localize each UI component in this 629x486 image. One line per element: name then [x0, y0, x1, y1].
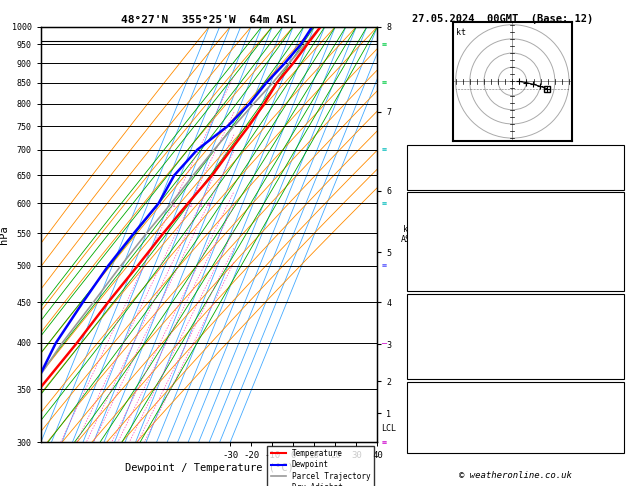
- Text: 1.19: 1.19: [598, 175, 621, 185]
- Text: ─: ─: [381, 338, 386, 347]
- Text: 3: 3: [199, 203, 203, 208]
- Text: θᵉ(K): θᵉ(K): [410, 236, 440, 246]
- Text: Lifted Index: Lifted Index: [410, 337, 481, 347]
- Text: 6: 6: [615, 249, 621, 260]
- Text: 24: 24: [609, 412, 621, 422]
- Text: CAPE (J): CAPE (J): [410, 263, 457, 273]
- Text: StmDir: StmDir: [410, 425, 445, 435]
- Text: 0: 0: [615, 277, 621, 287]
- Text: 2: 2: [189, 203, 192, 208]
- Text: Totals Totals: Totals Totals: [410, 161, 486, 172]
- Text: Temp (°C): Temp (°C): [410, 208, 463, 219]
- Text: StmSpd (kt): StmSpd (kt): [410, 439, 475, 449]
- Legend: Temperature, Dewpoint, Parcel Trajectory, Dry Adiabat, Wet Adiabat, Isotherm, Mi: Temperature, Dewpoint, Parcel Trajectory…: [267, 446, 374, 486]
- Text: ≡: ≡: [381, 78, 386, 87]
- Text: 13: 13: [609, 208, 621, 219]
- Text: Lifted Index: Lifted Index: [410, 249, 481, 260]
- Text: Surface: Surface: [495, 195, 536, 205]
- Text: 1010: 1010: [598, 310, 621, 320]
- Text: 4: 4: [207, 203, 211, 208]
- Text: 1: 1: [172, 203, 175, 208]
- X-axis label: Dewpoint / Temperature (°C): Dewpoint / Temperature (°C): [125, 463, 294, 473]
- Text: 69: 69: [609, 351, 621, 361]
- Text: CIN (J): CIN (J): [410, 364, 451, 375]
- Text: ≡: ≡: [381, 261, 386, 270]
- Text: EH: EH: [410, 398, 422, 408]
- Text: © weatheronline.co.uk: © weatheronline.co.uk: [459, 471, 572, 480]
- Text: kt: kt: [455, 28, 465, 36]
- Text: -18: -18: [603, 398, 621, 408]
- Text: ≡: ≡: [381, 438, 386, 447]
- Text: 305: 305: [603, 324, 621, 334]
- Text: Most Unstable: Most Unstable: [477, 296, 554, 307]
- Text: CIN (J): CIN (J): [410, 277, 451, 287]
- Text: 9: 9: [615, 222, 621, 232]
- Text: ≡: ≡: [381, 40, 386, 49]
- Text: 27.05.2024  00GMT  (Base: 12): 27.05.2024 00GMT (Base: 12): [412, 14, 593, 24]
- Text: K: K: [410, 148, 416, 158]
- Text: ≡: ≡: [381, 199, 386, 208]
- Text: ≡: ≡: [381, 145, 386, 155]
- Text: θᵉ (K): θᵉ (K): [410, 324, 445, 334]
- Title: 48°27'N  355°25'W  64m ASL: 48°27'N 355°25'W 64m ASL: [121, 15, 297, 25]
- Text: Pressure (mb): Pressure (mb): [410, 310, 486, 320]
- Text: Hodograph: Hodograph: [489, 384, 542, 395]
- Text: 6: 6: [615, 337, 621, 347]
- Text: PW (cm): PW (cm): [410, 175, 451, 185]
- Text: 69: 69: [609, 263, 621, 273]
- Text: 0: 0: [615, 364, 621, 375]
- Y-axis label: km
ASL: km ASL: [401, 225, 416, 244]
- Text: 282°: 282°: [598, 425, 621, 435]
- Text: 305: 305: [603, 236, 621, 246]
- Text: CAPE (J): CAPE (J): [410, 351, 457, 361]
- Text: 25: 25: [609, 439, 621, 449]
- Text: SREH: SREH: [410, 412, 433, 422]
- Y-axis label: hPa: hPa: [0, 225, 9, 244]
- Text: -9: -9: [609, 148, 621, 158]
- Text: Dewp (°C): Dewp (°C): [410, 222, 463, 232]
- Text: LCL: LCL: [381, 424, 396, 433]
- Text: 38: 38: [609, 161, 621, 172]
